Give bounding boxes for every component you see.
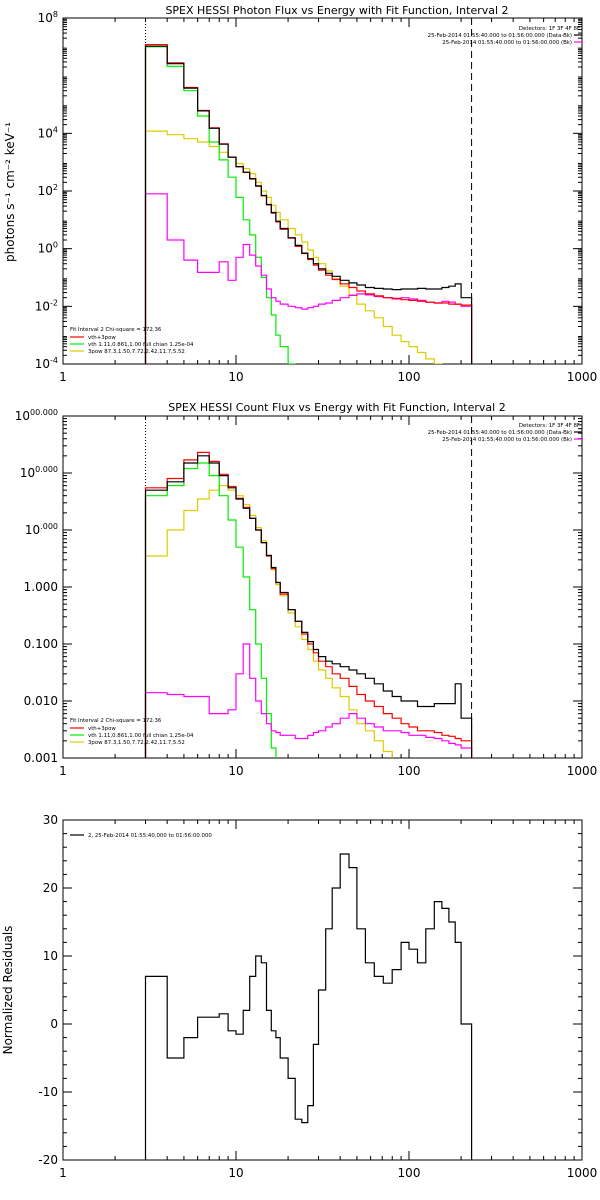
residuals-x-tick-label: 1000 (567, 1166, 598, 1180)
count-flux-y-tick-label: 10.000 (25, 522, 58, 537)
photon-flux-info-line-1: Detectors: 1F 3F 4F 8F (519, 26, 580, 32)
photon-flux-info: Detectors: 1F 3F 4F 8F 25-Feb-2014 01:55… (428, 26, 580, 46)
residuals-x-tick-label: 10 (228, 1166, 243, 1180)
photon-flux-series-line (144, 46, 473, 364)
residuals-series-line (144, 853, 473, 1160)
count-flux-x-tick-label: 1 (59, 764, 67, 778)
count-flux-fit-legend: Fit Interval 2 Chi-square = 172.36 vth+3… (70, 718, 194, 746)
count-flux-info: Detectors: 1F 3F 4F 8F 25-Feb-2014 01:55… (428, 423, 580, 443)
residuals-series-group (144, 853, 473, 1160)
count-flux-fit-legend-4: 3pow 87.3,1.50,7.72,2.42,11.7,5.52 (88, 740, 185, 746)
count-flux-series-line (144, 643, 473, 758)
count-flux-fit-legend-1: Fit Interval 2 Chi-square = 172.36 (70, 718, 162, 724)
count-flux-series-group (144, 451, 473, 758)
count-flux-fit-legend-2: vth+3pow (88, 726, 116, 732)
photon-flux-y-tick-label: 10-2 (35, 298, 58, 313)
photon-flux-info-line-2: 25-Feb-2014 01:55:40.000 to 01:56:00.000… (428, 33, 572, 39)
photon-flux-x-tick-label: 1000 (567, 370, 598, 384)
photon-flux-fit-legend-1: Fit Interval 2 Chi-square = 172.36 (70, 327, 162, 333)
count-flux-y-tick-label: 0.001 (24, 751, 58, 765)
count-flux-y-tick-label: 100.000 (20, 465, 58, 480)
count-flux-title: SPEX HESSI Count Flux vs Energy with Fit… (168, 401, 505, 414)
count-flux-series-line (144, 451, 473, 758)
photon-flux-series-group (144, 44, 473, 364)
count-flux-plot-frame (62, 415, 583, 759)
photon-flux-y-tick-label: 102 (38, 183, 58, 198)
residuals-y-tick-label: -10 (38, 1085, 58, 1099)
photon-flux-y-tick-label: 108 (38, 10, 58, 25)
count-flux-info-line-3: 25-Feb-2014 01:55:40.000 to 01:56:00.000… (442, 437, 572, 443)
photon-flux-fit-legend-3: vth 1.11,0.861,1.00 full chian 1.25e-04 (88, 342, 194, 348)
count-flux-y-tick-label: 1000.000 (15, 408, 58, 423)
count-flux-y-tick-label: 1.000 (24, 580, 58, 594)
photon-flux-fit-legend: Fit Interval 2 Chi-square = 172.36 vth+3… (70, 327, 194, 355)
photon-flux-panel: SPEX HESSI Photon Flux vs Energy with Fi… (3, 4, 597, 384)
count-flux-x-tick-label: 10 (228, 764, 243, 778)
photon-flux-y-tick-label: 104 (38, 125, 58, 140)
count-flux-info-line-2: 25-Feb-2014 01:55:40.000 to 01:56:00.000… (428, 430, 572, 436)
photon-flux-y-tick-label: 10-4 (35, 356, 58, 371)
photon-flux-info-line-3: 25-Feb-2014 01:55:40.000 to 01:56:00.000… (442, 40, 572, 46)
photon-flux-title: SPEX HESSI Photon Flux vs Energy with Fi… (165, 4, 508, 17)
residuals-plot-frame (62, 819, 583, 1161)
residuals-y-tick-label: 20 (43, 881, 58, 895)
residuals-y-tick-label: 10 (43, 949, 58, 963)
count-flux-panel: SPEX HESSI Count Flux vs Energy with Fit… (15, 401, 598, 778)
count-flux-x-tick-label: 100 (398, 764, 421, 778)
photon-flux-fit-legend-2: vth+3pow (88, 335, 116, 341)
count-flux-y-tick-label: 0.100 (24, 637, 58, 651)
residuals-y-tick-label: 30 (43, 813, 58, 827)
photon-flux-series-line (144, 45, 473, 364)
count-flux-y-tick-label: 0.010 (24, 694, 58, 708)
count-flux-series-line (144, 455, 473, 758)
count-flux-fit-legend-3: vth 1.11,0.861,1.00 full chian 1.25e-04 (88, 733, 194, 739)
count-flux-series-line (144, 485, 473, 758)
residuals-y-tick-label: 0 (50, 1017, 58, 1031)
residuals-y-tick-label: -20 (38, 1153, 58, 1167)
residuals-legend: 2, 25-Feb-2014 01:55:40.000 to 01:56:00.… (88, 833, 212, 839)
count-flux-series-line (144, 462, 473, 758)
photon-flux-series-line (144, 44, 473, 364)
photon-flux-series-line (144, 130, 473, 364)
count-flux-info-line-1: Detectors: 1F 3F 4F 8F (519, 423, 580, 429)
photon-flux-x-tick-label: 10 (228, 370, 243, 384)
residuals-ylabel: Normalized Residuals (1, 926, 15, 1055)
photon-flux-x-tick-label: 1 (59, 370, 67, 384)
photon-flux-y-tick-label: 100 (38, 241, 58, 256)
residuals-x-tick-label: 100 (398, 1166, 421, 1180)
residuals-x-tick-label: 1 (59, 1166, 67, 1180)
photon-flux-plot-frame (62, 17, 583, 365)
photon-flux-series-line (144, 193, 473, 364)
photon-flux-x-tick-label: 100 (398, 370, 421, 384)
photon-flux-ylabel: photons s⁻¹ cm⁻² keV⁻¹ (3, 122, 17, 262)
residuals-panel: Normalized Residuals 2, 25-Feb-2014 01:5… (1, 813, 597, 1180)
photon-flux-fit-legend-4: 3pow 87.3,1.50,7.72,2.42,11.7,5.52 (88, 349, 185, 355)
count-flux-x-tick-label: 1000 (567, 764, 598, 778)
